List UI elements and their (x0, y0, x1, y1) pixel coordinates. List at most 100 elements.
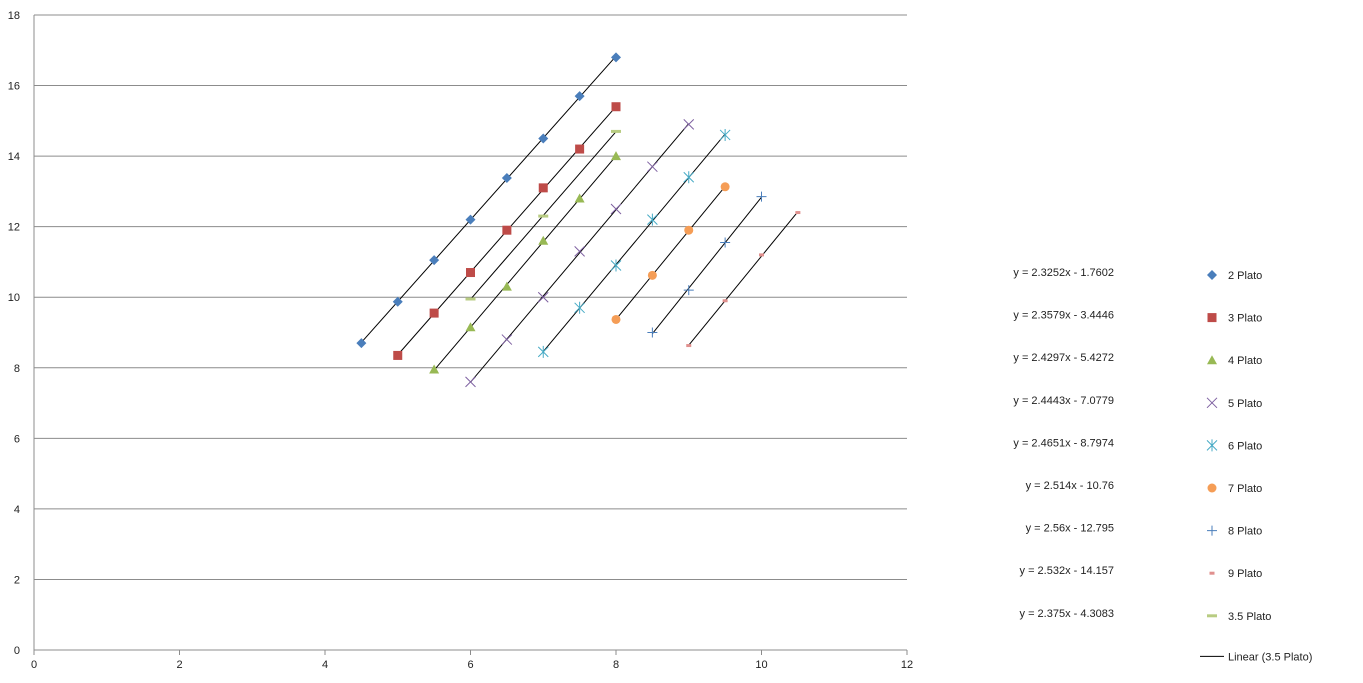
legend-label: 3 Plato (1228, 313, 1262, 325)
trendline-equation: y = 2.4443x - 7.0779 (1013, 395, 1114, 407)
y-tick-label: 4 (14, 504, 20, 516)
data-point (684, 225, 694, 235)
data-point (719, 128, 731, 141)
data-point (610, 203, 622, 215)
legend-marker (1206, 397, 1218, 409)
y-tick-label: 14 (8, 151, 20, 163)
data-point (683, 119, 695, 130)
data-point (466, 268, 475, 278)
data-point (759, 253, 764, 257)
x-tick-label: 6 (467, 659, 473, 671)
data-point (611, 129, 621, 133)
trendline-equation: y = 2.3252x - 1.7602 (1013, 267, 1114, 279)
data-point (465, 297, 476, 301)
data-point (538, 214, 549, 218)
x-tick-label: 8 (613, 659, 619, 671)
data-point (501, 172, 512, 183)
legend: 2 Plato 3 Plato 4 Plato 5 Plato 6 Plato 7 Pla… (1200, 270, 1312, 663)
legend-label: 2 Plato (1228, 270, 1262, 282)
data-point (683, 171, 695, 184)
x-tick-label: 12 (901, 659, 913, 671)
data-point (465, 214, 476, 225)
y-tick-label: 2 (14, 574, 20, 586)
legend-marker (1207, 270, 1217, 280)
data-point (538, 183, 548, 193)
data-point (574, 91, 585, 102)
data-point (647, 213, 658, 226)
data-point (611, 314, 621, 324)
legend-marker (1207, 525, 1217, 536)
data-point (686, 344, 692, 348)
legend-label: 4 Plato (1228, 355, 1262, 367)
data-point (392, 296, 403, 307)
data-point (683, 285, 694, 296)
legend-marker (1207, 483, 1217, 493)
data-point (537, 291, 549, 303)
x-tick-label: 10 (755, 659, 767, 671)
data-point (574, 246, 585, 257)
data-point (795, 211, 801, 215)
data-point (647, 327, 658, 338)
trendline (651, 196, 762, 335)
legend-marker (1209, 571, 1215, 575)
data-point (429, 255, 440, 266)
legend-label: 6 Plato (1228, 440, 1262, 452)
trendline-equation: y = 2.4297x - 5.4272 (1013, 352, 1114, 364)
data-point (611, 52, 621, 63)
legend-marker (1207, 355, 1217, 365)
legend-trendline-label: Linear (3.5 Plato) (1228, 651, 1312, 663)
data-point (538, 133, 549, 144)
data-point (429, 308, 439, 318)
data-points (356, 52, 801, 388)
trendline-equation: y = 2.532x - 14.157 (1020, 565, 1114, 577)
data-point (756, 191, 767, 202)
x-tick-label: 0 (31, 659, 37, 671)
y-tick-label: 6 (14, 433, 20, 445)
data-point (501, 334, 513, 345)
trendline-equation: y = 2.514x - 10.76 (1026, 480, 1114, 492)
data-point (610, 259, 622, 272)
legend-marker (1207, 614, 1217, 618)
data-point (501, 281, 512, 291)
legend-marker (1207, 313, 1217, 323)
data-point (465, 376, 476, 388)
trendline (433, 155, 617, 371)
data-point (429, 364, 440, 374)
y-tick-label: 16 (8, 81, 20, 93)
legend-label: 7 Plato (1228, 483, 1262, 495)
data-point (647, 161, 658, 173)
data-point (393, 350, 403, 360)
data-point (502, 225, 512, 235)
data-point (720, 237, 731, 248)
x-tick-label: 4 (322, 659, 328, 671)
data-point (720, 182, 730, 192)
data-point (722, 299, 728, 303)
trendline (542, 133, 726, 352)
x-tick-label: 2 (176, 659, 182, 671)
trendline-equation: y = 2.56x - 12.795 (1026, 523, 1114, 535)
legend-label: 3.5 Plato (1228, 611, 1271, 623)
trendline (688, 211, 799, 346)
y-tick-label: 10 (8, 292, 20, 304)
trendline-equation: y = 2.4651x - 8.7974 (1013, 437, 1114, 449)
trendline (615, 186, 726, 320)
data-point (611, 151, 621, 161)
legend-label: 5 Plato (1228, 398, 1262, 410)
trendline (361, 55, 617, 343)
legend-label: 8 Plato (1228, 526, 1262, 538)
y-tick-label: 0 (14, 645, 20, 657)
y-tick-label: 8 (14, 363, 20, 375)
data-point (538, 235, 549, 245)
data-point (537, 345, 549, 358)
data-point (647, 270, 657, 280)
data-point (356, 338, 367, 349)
data-point (611, 102, 621, 112)
legend-label: 9 Plato (1228, 568, 1262, 580)
y-tick-label: 18 (8, 10, 20, 22)
data-point (575, 144, 585, 154)
trendline-equation: y = 2.375x - 4.3083 (1020, 608, 1114, 620)
trendlines (361, 55, 799, 383)
trendline-equation: y = 2.3579x - 3.4446 (1013, 310, 1114, 322)
tick-labels: 0 2 4 6 8 10 12 14 16 18 0 2 4 6 8 10 12 (8, 10, 913, 671)
